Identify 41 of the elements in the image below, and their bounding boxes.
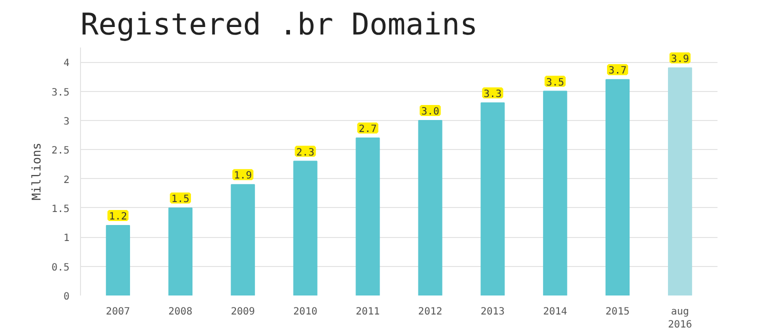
y-tick-label: 2 xyxy=(63,174,70,186)
data-label: 1.9 xyxy=(234,170,252,182)
y-tick-label: 2.5 xyxy=(51,146,70,157)
data-label: 2.3 xyxy=(296,147,314,158)
y-tick-label: 0.5 xyxy=(51,262,70,274)
bar xyxy=(106,224,130,296)
bar xyxy=(418,120,442,296)
x-tick-label: aug 2016 xyxy=(668,306,692,331)
bar xyxy=(356,137,380,296)
x-tick-label: 2015 xyxy=(606,306,630,318)
x-tick-label: 2007 xyxy=(106,306,130,318)
x-tick-label: 2009 xyxy=(230,306,255,318)
data-label: 1.5 xyxy=(171,194,190,205)
chart-title: Registered .br Domains xyxy=(80,8,478,42)
bar xyxy=(168,207,192,296)
data-label: 3.0 xyxy=(421,106,440,118)
x-tick-label: 2010 xyxy=(293,306,318,318)
y-tick-label: 3 xyxy=(63,116,70,128)
data-label: 3.7 xyxy=(608,66,627,77)
bar xyxy=(668,67,692,296)
x-tick-label: 2014 xyxy=(543,306,568,318)
bar xyxy=(606,79,630,296)
data-label: 1.2 xyxy=(108,211,127,222)
y-tick-label: 3.5 xyxy=(51,87,70,98)
x-tick-label: 2011 xyxy=(356,306,380,318)
bar xyxy=(293,160,318,296)
y-axis-title: Millions xyxy=(29,142,44,200)
bar xyxy=(480,102,505,296)
y-tick-label: 0 xyxy=(63,292,70,302)
y-tick-label: 1 xyxy=(63,233,70,244)
y-tick-label: 4 xyxy=(63,58,70,70)
bar xyxy=(230,184,255,296)
data-label: 3.5 xyxy=(546,77,564,88)
x-tick-label: 2013 xyxy=(480,306,505,318)
data-label: 2.7 xyxy=(358,124,377,135)
y-tick-label: 1.5 xyxy=(51,204,70,215)
bar xyxy=(543,90,568,296)
data-label: 3.3 xyxy=(484,88,502,100)
x-tick-label: 2008 xyxy=(168,306,192,318)
x-tick-label: 2012 xyxy=(418,306,442,318)
data-label: 3.9 xyxy=(671,54,690,65)
